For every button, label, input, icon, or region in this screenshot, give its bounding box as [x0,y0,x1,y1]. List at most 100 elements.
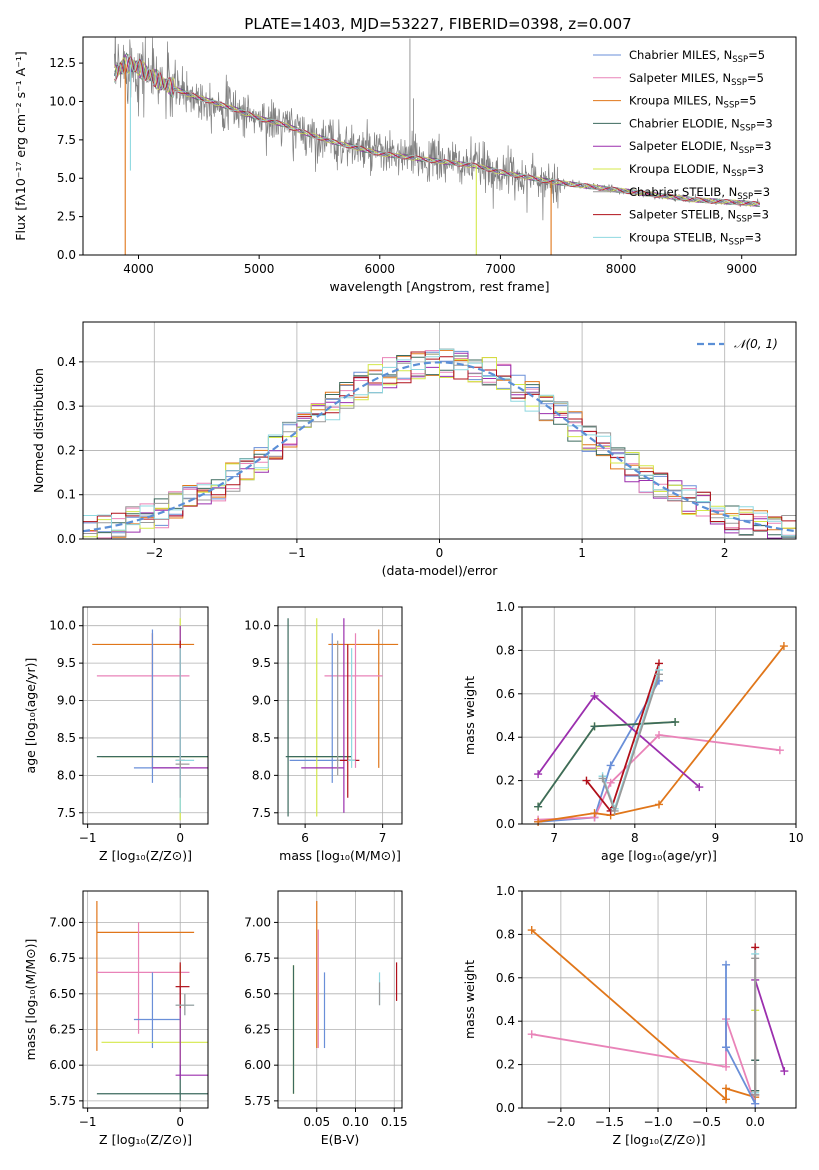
x-tick-label: −1.5 [595,1115,624,1129]
mass-weight-line [531,929,756,1102]
mass-vs-Z-panel: −1 0 5.75 6.00 6.25 6.50 6.75 7.00 Z [log₁₀(Z/Z⊙… [23,890,209,1147]
y-tick-label: 7.5 [252,806,271,820]
y-tick-label: 0.6 [496,971,515,985]
legend-entry: Salpeter MILES, NSSP=5 [629,71,764,88]
age-vs-Z-panel: −1 0 7.5 8.0 8.5 9.0 9.5 10.0 Z [log₁₀(Z/Z⊙)] age… [23,606,209,863]
axes-frame [82,606,209,825]
y-tick-label: 0.4 [57,355,76,369]
y-tick-label: 9.5 [252,656,271,670]
mass-weight-marker [655,670,663,679]
x-tick-label: 0.0 [746,1115,765,1129]
mass-weight-marker [751,1099,760,1108]
mass-weight-marker [606,761,615,770]
y-tick-label: 2.5 [57,210,76,224]
mass-weight-marker [598,774,607,783]
normal-curve [83,361,796,533]
y-tick-label: 6.00 [244,1058,271,1072]
x-tick-label: 0.15 [381,1115,408,1129]
mass-weight-marker [671,718,680,727]
y-tick-label: 6.50 [244,987,271,1001]
x-tick-label: 1 [578,546,586,560]
x-tick-label: 5000 [244,262,275,276]
model-spectrum [114,58,760,206]
y-tick-label: 0.0 [496,1101,515,1115]
y-tick-label: 10.0 [49,94,76,108]
x-tick-label: 9000 [726,262,757,276]
x-tick-label: −2 [145,546,163,560]
mass-weight-marker [779,642,788,651]
mass-weight-marker [582,776,591,785]
x-tick-label: −1 [288,546,306,560]
legend-entry: Chabrier STELIB, NSSP=3 [629,185,770,202]
y-axis-label: mass [log₁₀(M/M⊙)] [23,939,38,1061]
mass-weight-marker [775,746,784,755]
mass-weight-marker [751,1090,760,1099]
y-tick-label: 1.0 [496,600,515,614]
x-tick-label: 0 [176,1115,184,1129]
y-tick-label: 8.0 [57,768,76,782]
x-tick-label: 0 [436,546,444,560]
legend-entry: Kroupa MILES, NSSP=5 [629,94,756,111]
mass-weight-marker [527,1030,536,1039]
mass-weight-marker [722,1062,731,1071]
mass-weight-marker [534,770,543,779]
x-tick-label: 0 [176,831,184,845]
y-tick-label: 1.0 [496,884,515,898]
axes-frame [82,890,209,1109]
residuals-panel: −2 −1 0 1 2 0.0 0.1 0.2 0.3 0.4 (data-model)/error… [31,321,797,578]
y-tick-label: 8.5 [57,731,76,745]
mass-weight-marker [590,722,599,731]
mass-weight-marker [722,1043,731,1052]
mass-weight-marker [527,926,536,935]
y-tick-label: 10.0 [244,619,271,633]
x-tick-label: −2.0 [546,1115,575,1129]
x-tick-label: −1.0 [643,1115,672,1129]
x-axis-label: Z [log₁₀(Z/Z⊙)] [99,848,192,863]
mass-weight-marker [590,691,599,700]
legend-entry: Chabrier MILES, NSSP=5 [629,48,765,65]
y-tick-label: 5.75 [244,1094,271,1108]
y-tick-label: 7.5 [57,133,76,147]
y-axis-label: age [log₁₀(age/yr)] [23,658,38,774]
mass-weight-marker [534,802,543,811]
y-tick-label: 6.25 [49,1022,76,1036]
x-axis-label: wavelength [Angstrom, rest frame] [329,279,549,294]
x-axis-label: (data-model)/error [382,563,499,578]
age-vs-mass-panel: 6 7 7.5 8.0 8.5 9.0 9.5 10.0 mass [log₁₀(M/M⊙)] [244,606,403,863]
x-tick-label: 7 [379,831,387,845]
x-tick-label: −1 [79,831,97,845]
y-tick-label: 7.00 [244,915,271,929]
mass-weight-marker [751,954,760,963]
x-tick-label: 7 [550,831,558,845]
mass-weight-marker [722,960,731,969]
x-tick-label: −1 [79,1115,97,1129]
mass-weight-marker [722,1084,731,1093]
mass-vs-ebv-panel: 0.05 0.10 0.15 5.75 6.00 6.25 6.50 6.75 7.00 E(B-… [244,890,408,1147]
y-tick-label: 9.0 [57,694,76,708]
x-axis-label: Z [log₁₀(Z/Z⊙)] [613,1132,706,1147]
x-tick-label: 0.05 [303,1115,330,1129]
axes-frame [277,606,403,825]
axes-frame [521,890,797,1109]
residual-histogram [83,351,796,531]
mass-weight-line [538,680,660,823]
y-tick-label: 5.0 [57,171,76,185]
mass-weight-marker [780,1067,789,1076]
y-tick-label: 0.4 [496,1014,515,1028]
y-tick-label: 9.0 [252,694,271,708]
y-tick-label: 0.4 [496,730,515,744]
x-tick-label: −0.5 [692,1115,721,1129]
y-axis-label: mass weight [462,676,477,755]
mass-weight-marker [655,731,663,740]
mass-weight-marker [590,809,599,818]
axes-frame [277,890,403,1109]
massweight-vs-Z-panel: −2.0 −1.5 −1.0 −0.5 0.0 0.0 0.2 0.4 0.6 0.8 1.0 Z [… [462,884,797,1147]
x-tick-label: 0.10 [342,1115,369,1129]
y-tick-label: 8.5 [252,731,271,745]
y-tick-label: 0.1 [57,488,76,502]
x-axis-label: age [log₁₀(age/yr)] [601,848,717,863]
model-spectrum [114,53,760,207]
x-tick-label: 8 [631,831,639,845]
y-tick-label: 6.25 [244,1022,271,1036]
